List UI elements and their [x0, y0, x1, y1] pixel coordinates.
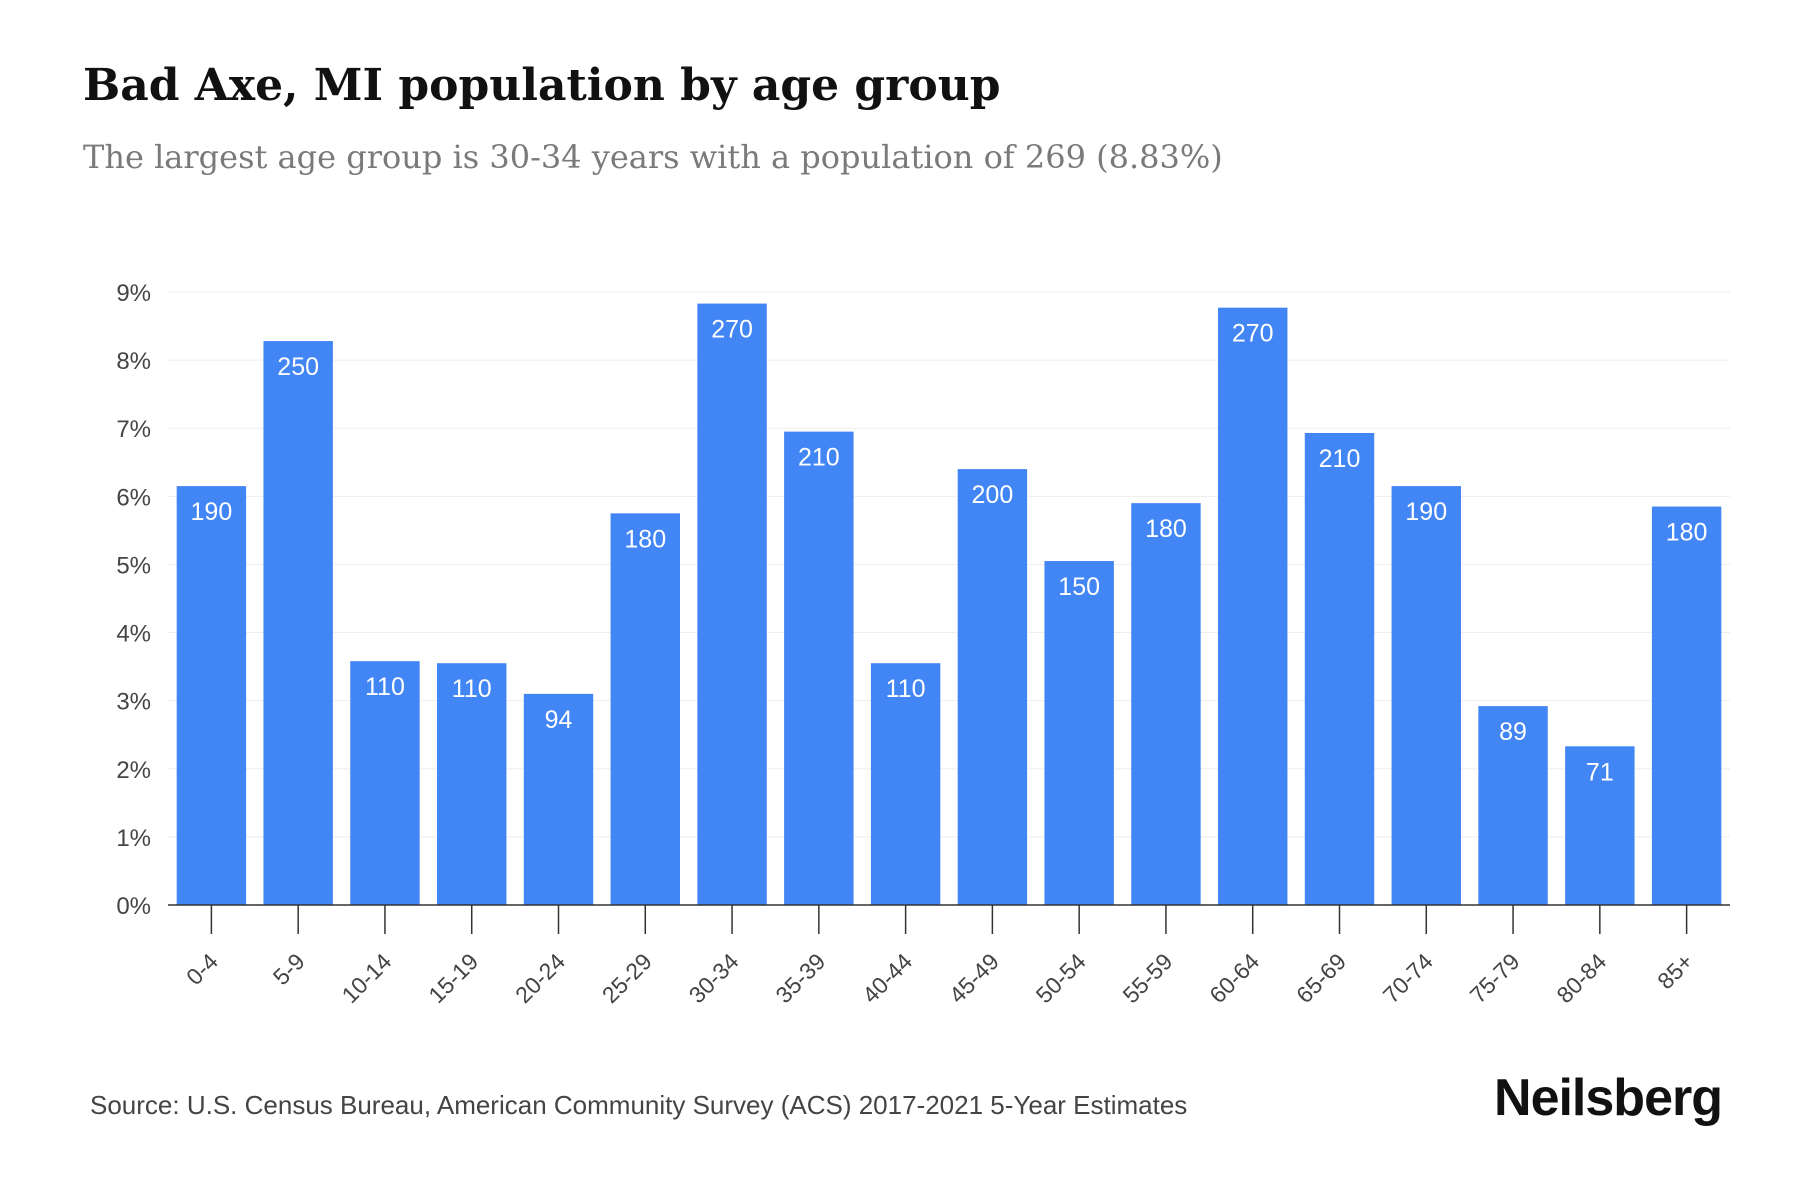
bar-value-label: 110 [452, 675, 492, 703]
bar [437, 663, 507, 905]
x-tick-label: 40-44 [857, 948, 917, 1008]
bar-value-label: 94 [545, 706, 573, 734]
bar-value-label: 180 [1145, 515, 1187, 543]
bar-value-label: 250 [277, 353, 319, 381]
bar [176, 486, 247, 905]
x-tick-label: 75-79 [1465, 948, 1525, 1008]
bar [350, 661, 420, 905]
bar-value-label: 89 [1499, 718, 1527, 746]
y-tick-label: 1% [116, 825, 151, 852]
bar [1391, 486, 1461, 905]
y-tick-label: 3% [116, 689, 151, 716]
bar [784, 431, 854, 905]
bar [697, 303, 767, 906]
bar-value-label: 71 [1586, 758, 1614, 786]
grid-lines [168, 291, 1730, 838]
bar [1304, 432, 1375, 905]
bar [263, 341, 333, 905]
x-tick-label: 20-24 [510, 948, 570, 1008]
bar-value-label: 190 [191, 498, 233, 526]
x-tick-label: 50-54 [1031, 948, 1091, 1008]
y-tick-label: 2% [116, 757, 151, 784]
chart-subtitle: The largest age group is 30-34 years wit… [83, 138, 1223, 176]
bar [523, 693, 594, 905]
bar-value-label: 110 [886, 675, 926, 703]
bars [176, 303, 1722, 906]
bar-value-label: 110 [365, 673, 405, 701]
x-tick-label: 5-9 [268, 948, 310, 990]
bar [1478, 706, 1548, 905]
x-tick-label: 80-84 [1551, 948, 1611, 1008]
y-axis-ticks: 0% 1% 2% 3% 4% 5% 6% 7% 8% 9% [116, 280, 151, 920]
bar-value-label: 200 [972, 481, 1014, 509]
y-tick-label: 5% [116, 552, 151, 579]
x-tick-label: 70-74 [1378, 948, 1438, 1008]
y-tick-label: 7% [116, 416, 151, 443]
x-tick-label: 0-4 [181, 948, 223, 990]
x-axis-ticks: 0-4 5-9 10-14 15-19 20-24 25-29 30-34 35-39 40-4… [181, 905, 1698, 1008]
y-tick-label: 9% [116, 280, 151, 307]
bar [610, 513, 680, 905]
x-tick-label: 45-49 [944, 948, 1004, 1008]
x-tick-label: 65-69 [1291, 948, 1351, 1008]
y-tick-label: 8% [116, 348, 151, 375]
x-tick-label: 60-64 [1204, 948, 1264, 1008]
bar [1651, 506, 1722, 905]
bar [957, 469, 1028, 905]
x-tick-label: 55-59 [1117, 948, 1177, 1008]
bar [1565, 746, 1635, 905]
x-tick-label: 25-29 [597, 948, 657, 1008]
y-tick-label: 0% [116, 893, 151, 920]
bar-value-label: 210 [798, 444, 840, 472]
bar-value-label: 180 [624, 525, 666, 553]
bar-value-label: 190 [1405, 498, 1447, 526]
bar-value-label: 150 [1058, 573, 1100, 601]
bar [1131, 503, 1201, 905]
bar-value-label: 210 [1319, 445, 1361, 473]
bar [1218, 307, 1288, 906]
x-tick-label: 15-19 [423, 948, 483, 1008]
bar [870, 663, 941, 905]
x-tick-label: 85+ [1652, 948, 1698, 994]
bar-value-label: 270 [1232, 320, 1274, 348]
y-tick-label: 4% [116, 621, 151, 648]
x-tick-label: 10-14 [336, 948, 396, 1008]
bar [1044, 561, 1114, 905]
bar-value-label: 180 [1666, 519, 1708, 547]
x-tick-label: 30-34 [684, 948, 744, 1008]
x-tick-label: 35-39 [770, 948, 830, 1008]
bar-value-label: 270 [711, 316, 753, 344]
brand-logo: Neilsberg [1494, 1069, 1723, 1127]
chart-title: Bad Axe, MI population by age group [83, 60, 1001, 111]
y-tick-label: 6% [116, 484, 151, 511]
bar-value-labels: 190 250 110 110 94 180 270 210 110 200 150 180 270 21… [191, 316, 1708, 787]
source-note: Source: U.S. Census Bureau, American Com… [90, 1090, 1188, 1120]
